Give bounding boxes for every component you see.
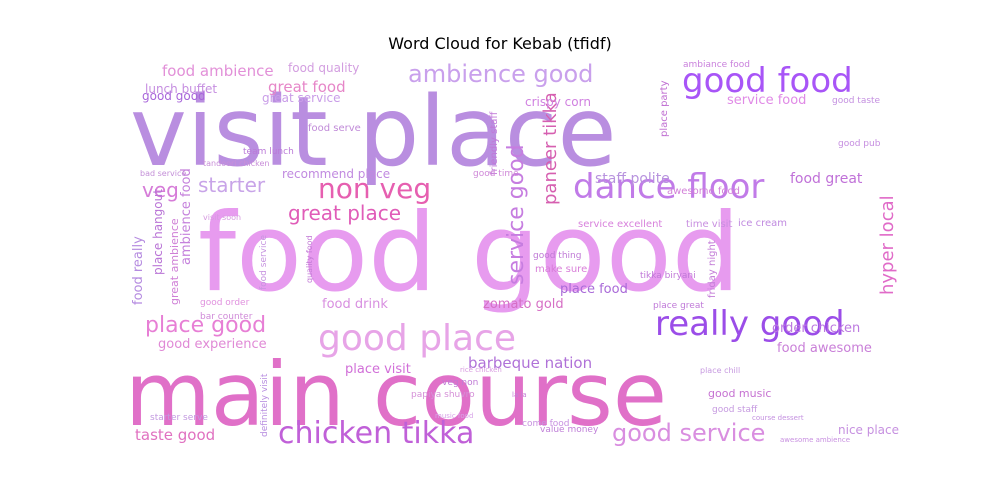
- word-ambiance-food: ambiance food: [683, 60, 750, 70]
- word-visit-place: visit place: [130, 76, 617, 188]
- word-ambience-good: ambience good: [408, 60, 593, 88]
- word-awesome-ambience: awesome ambience: [780, 436, 850, 444]
- word-non-veg: non veg: [318, 172, 431, 205]
- word-bar-counter: bar counter: [200, 312, 253, 322]
- word-definitely-visit: definitely visit: [260, 373, 270, 437]
- word-crispy-corn: crispy corn: [525, 95, 591, 109]
- word-tikka-biryani: tikka biryani: [640, 271, 696, 281]
- word-rice-chicken: rice chicken: [460, 366, 502, 374]
- word-starter: starter: [198, 173, 266, 197]
- word-ice-cream: ice cream: [738, 218, 787, 229]
- word-good-good: good good: [142, 89, 206, 103]
- word-starter-serve: starter serve: [150, 413, 208, 423]
- word-food-great: food great: [790, 171, 863, 187]
- word-team-lunch: team lunch: [243, 147, 294, 157]
- word-lunch-buffet: lunch buffet: [145, 82, 217, 96]
- word-chicken-tikka: chicken tikka: [278, 416, 474, 451]
- word-good-thing: good thing: [533, 251, 581, 261]
- word-taste-good: taste good: [135, 426, 215, 444]
- word-zomato-gold: zomato gold: [483, 297, 564, 312]
- word-barbeque-nation: barbeque nation: [468, 354, 592, 372]
- word-great-service: great service: [262, 91, 341, 105]
- word-good-place: good place: [318, 318, 516, 359]
- word-visit-soon: visit soon: [203, 213, 241, 222]
- word-bad-service: bad service: [140, 169, 186, 178]
- word-nice-place: nice place: [838, 423, 899, 437]
- word-dance-floor: dance floor: [573, 167, 764, 207]
- word-main-course: main course: [125, 343, 667, 446]
- word-place-great: place great: [653, 301, 704, 311]
- word-good-pub: good pub: [838, 139, 881, 149]
- word-order-chicken: order chicken: [772, 321, 860, 336]
- word-recommend-place: recommend place: [282, 167, 390, 181]
- word-food-good: food good: [198, 191, 740, 316]
- word-la-la: la la: [512, 391, 527, 399]
- word-place-good: place good: [145, 313, 266, 338]
- word-good-experience: good experience: [158, 337, 267, 352]
- word-food-really: food really: [131, 236, 146, 305]
- word-veg: veg: [142, 178, 179, 202]
- word-good-food: good food: [682, 61, 853, 101]
- word-friday-night: friday night: [707, 240, 718, 298]
- word-great-ambience: great ambience: [168, 218, 181, 305]
- word-food-awesome: food awesome: [777, 341, 872, 356]
- word-service-excellent: service excellent: [578, 219, 662, 230]
- word-great-food: great food: [268, 78, 346, 96]
- word-food-service: food service: [259, 235, 269, 290]
- word-really-good: really good: [655, 304, 845, 344]
- word-good-time: good time: [473, 169, 519, 179]
- word-paneer-tikka: paneer tikka: [540, 92, 561, 205]
- word-music-food: music food: [435, 412, 473, 420]
- word-veg-non: veg non: [442, 378, 478, 388]
- word-good-order: good order: [200, 298, 250, 308]
- word-make-sure: make sure: [535, 264, 587, 275]
- word-time-visit: time visit: [686, 219, 732, 230]
- word-good-taste: good taste: [832, 96, 881, 106]
- word-service-food: service food: [727, 93, 806, 108]
- word-tandoori-chicken: tandoori chicken: [203, 159, 269, 168]
- word-ambience-food: ambience food: [179, 168, 194, 265]
- word-awesome-food: awesome food: [667, 186, 740, 197]
- word-hyper-local: hyper local: [877, 195, 898, 295]
- word-food-quality: food quality: [288, 61, 359, 75]
- word-good-service: good service: [612, 419, 765, 447]
- word-service-good: service good: [504, 144, 529, 285]
- word-good-staff: good staff: [712, 405, 758, 415]
- word-food-drink: food drink: [322, 297, 388, 312]
- word-value-money: value money: [540, 425, 599, 435]
- word-place-visit: place visit: [345, 362, 411, 377]
- word-staff-polite: staff polite: [595, 171, 670, 187]
- word-course-dessert: course dessert: [752, 414, 804, 422]
- word-good-music: good music: [708, 387, 771, 400]
- chart-title: Word Cloud for Kebab (tfidf): [388, 34, 612, 53]
- word-place-food: place food: [560, 282, 628, 297]
- word-place-party: place party: [659, 80, 670, 137]
- word-great-place: great place: [288, 201, 401, 225]
- word-come-food: come food: [522, 419, 570, 429]
- word-food-ambience: food ambience: [162, 62, 274, 80]
- word-quality-food: quality food: [305, 235, 314, 283]
- word-place-hangout: place hangout: [151, 189, 165, 275]
- word-place-chill: place chill: [700, 366, 740, 375]
- word-papiya-shuvro: papiya shuvro: [411, 390, 475, 400]
- word-friendly-staff: friendly staff: [489, 111, 500, 175]
- word-food-serve: food serve: [308, 123, 361, 134]
